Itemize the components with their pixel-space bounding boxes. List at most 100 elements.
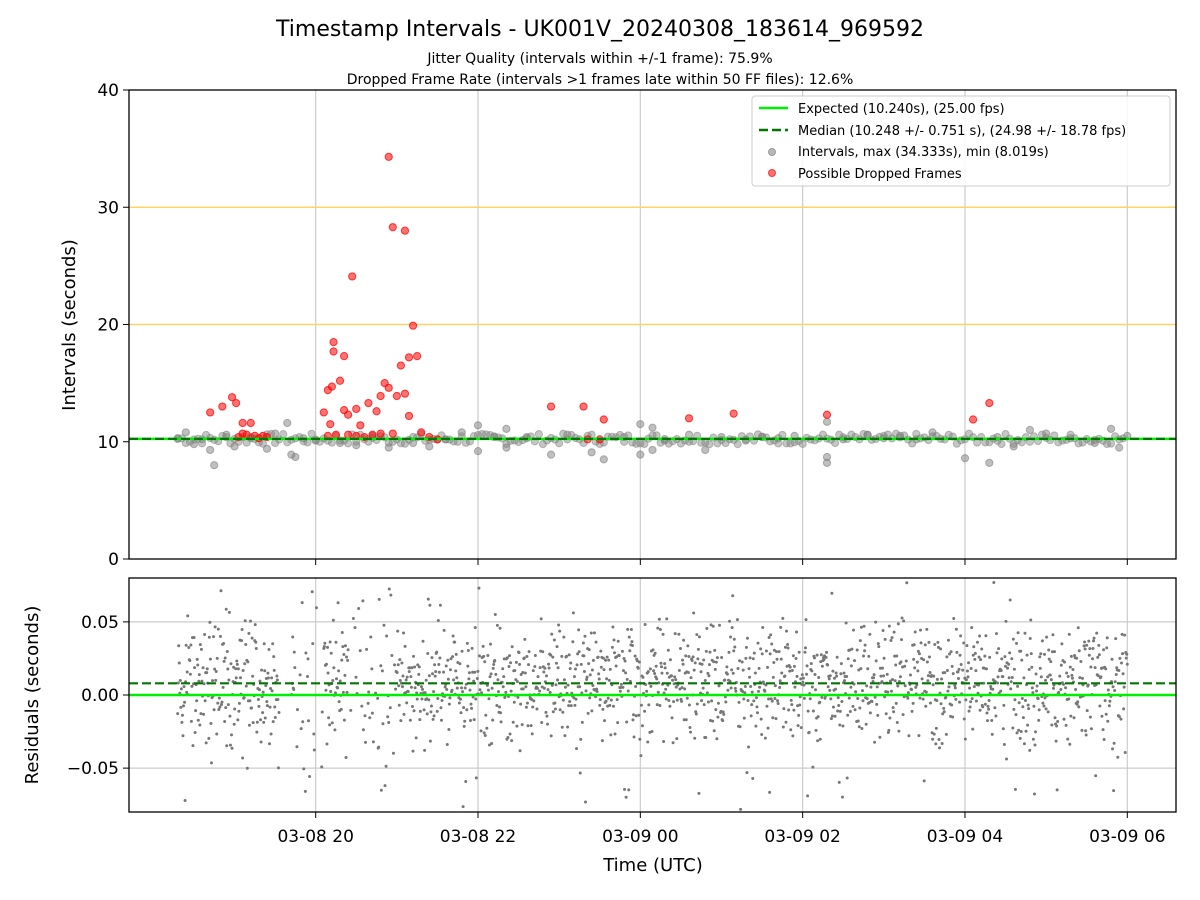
residual-point <box>300 601 304 605</box>
residual-point <box>1006 666 1010 670</box>
residual-point <box>596 655 600 659</box>
residual-point <box>1015 731 1019 735</box>
residual-point <box>868 711 872 715</box>
residual-point <box>732 637 736 641</box>
residual-point <box>1016 631 1020 635</box>
residual-point <box>1062 717 1066 721</box>
residual-point <box>713 667 717 671</box>
residual-point <box>420 697 424 701</box>
residual-point <box>786 646 790 650</box>
residual-point <box>477 654 481 658</box>
residual-point <box>968 705 972 709</box>
residual-point <box>301 720 305 724</box>
residual-point <box>935 677 939 681</box>
residual-point <box>453 640 457 644</box>
residual-point <box>645 689 649 693</box>
intervals-x-ticks <box>315 559 1128 565</box>
residual-point <box>1017 728 1021 732</box>
residual-point <box>721 710 725 714</box>
residual-point <box>744 656 748 660</box>
residual-point <box>1027 667 1031 671</box>
residual-point <box>404 691 408 695</box>
residual-point <box>1113 689 1117 693</box>
intervals-panel: 0 10 20 30 40 Intervals (seconds) Expected (… <box>59 81 1177 570</box>
residual-point <box>232 722 236 726</box>
residual-point <box>813 672 817 676</box>
residual-point <box>649 684 653 688</box>
residual-point <box>800 673 804 677</box>
residual-point <box>598 703 602 707</box>
residual-point <box>1111 685 1115 689</box>
residual-point <box>666 648 670 652</box>
residual-point <box>926 679 930 683</box>
residual-point <box>847 696 851 700</box>
residual-point <box>366 701 370 705</box>
residual-point <box>447 727 451 731</box>
residual-point <box>857 668 861 672</box>
residual-point <box>722 712 726 716</box>
residual-point <box>508 654 512 658</box>
residual-point <box>179 705 183 709</box>
interval-point <box>599 455 608 464</box>
residual-point <box>650 730 654 734</box>
residual-point <box>368 716 372 720</box>
residual-point <box>710 699 714 703</box>
residual-point <box>963 737 967 741</box>
residual-point <box>468 718 472 722</box>
residual-point <box>733 645 737 649</box>
residual-point <box>894 663 898 667</box>
residual-point <box>857 725 861 729</box>
residual-point <box>414 736 418 740</box>
residual-point <box>899 660 903 664</box>
residual-point <box>1089 665 1093 669</box>
residual-point <box>215 732 219 736</box>
residual-point <box>828 688 832 692</box>
residual-point <box>946 689 950 693</box>
residual-point <box>539 617 543 621</box>
residual-point <box>640 724 644 728</box>
residual-point <box>471 670 475 674</box>
residual-point <box>387 587 391 591</box>
residual-point <box>839 672 843 676</box>
residual-point <box>1051 686 1055 690</box>
residual-point <box>916 669 920 673</box>
residual-point <box>436 618 440 622</box>
residual-point <box>755 711 759 715</box>
residual-point <box>250 636 254 640</box>
residual-point <box>538 666 542 670</box>
residual-point <box>586 711 590 715</box>
residual-point <box>208 657 212 661</box>
residual-point <box>184 643 188 647</box>
residual-point <box>754 696 758 700</box>
residual-point <box>391 751 395 755</box>
residual-point <box>218 634 222 638</box>
residuals-reference-lines <box>129 682 1176 697</box>
residual-point <box>1047 657 1051 661</box>
residual-point <box>779 625 783 629</box>
residual-point <box>784 629 788 633</box>
residual-point <box>589 631 593 635</box>
residual-point <box>860 689 864 693</box>
residual-point <box>954 697 958 701</box>
residual-point <box>484 713 488 717</box>
residual-point <box>799 677 803 681</box>
residual-point <box>1114 637 1118 641</box>
residual-point <box>241 756 245 760</box>
residual-point <box>563 685 567 689</box>
residual-point <box>819 653 823 657</box>
residual-point <box>810 669 814 673</box>
residual-point <box>595 689 599 693</box>
dropped-frame-point <box>404 353 414 362</box>
residual-point <box>1090 657 1094 661</box>
residual-point <box>481 644 485 648</box>
residual-point <box>954 627 958 631</box>
x-tick-label: 03-09 04 <box>927 827 1003 847</box>
residual-point <box>763 736 767 740</box>
residual-point <box>190 684 194 688</box>
residual-point <box>894 701 898 705</box>
residual-point <box>250 706 254 710</box>
interval-point <box>640 439 649 449</box>
residual-point <box>272 668 276 672</box>
residual-point <box>790 703 794 707</box>
residual-point <box>1080 728 1084 732</box>
